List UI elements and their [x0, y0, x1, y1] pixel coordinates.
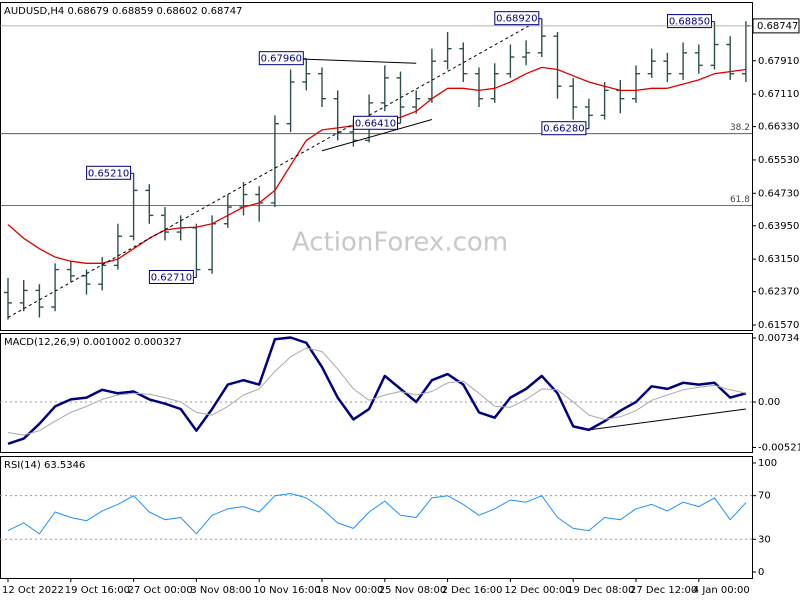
annotation-label: 0.66410: [355, 118, 396, 129]
level-label: 38.2: [730, 123, 750, 133]
annotation-label: 0.65210: [88, 168, 129, 179]
y-tick-label: 30: [758, 534, 771, 545]
annotation-label: 0.66280: [543, 124, 584, 135]
panel-title: RSI(14) 63.5346: [4, 460, 85, 471]
y-tick-label: 0.67910: [758, 56, 799, 67]
series-line: [7, 336, 747, 445]
x-tick-label: 12 Dec 00:00: [504, 585, 571, 596]
panel-frame: [0, 456, 753, 579]
y-tick-label: 0.00: [758, 397, 780, 408]
x-tick-label: 3 Nov 08:00: [190, 585, 251, 596]
annotation-label: 0.62710: [151, 272, 192, 283]
trendline: [321, 119, 433, 152]
annotation-box: [667, 14, 712, 29]
x-tick-label: 12 Oct 2022: [2, 585, 64, 596]
panel-frame: [0, 2, 753, 331]
annotation-label: 0.68850: [669, 17, 710, 28]
y-tick-label: -0.005219: [758, 442, 800, 453]
x-tick-label: 18 Nov 00:00: [316, 585, 383, 596]
x-tick-label: 19 Oct 16:00: [65, 585, 130, 596]
y-tick-label: 100: [758, 458, 777, 469]
last-price-box: [752, 18, 800, 34]
panel-title: AUDUSD,H4 0.68679 0.68859 0.68602 0.6874…: [4, 6, 242, 17]
x-tick-label: 19 Dec 08:00: [567, 585, 634, 596]
y-tick-label: 0.64730: [758, 188, 799, 199]
x-tick-label: 10 Nov 16:00: [253, 585, 320, 596]
last-price-label: 0.68747: [757, 21, 798, 32]
y-tick-label: 0.65530: [758, 155, 799, 166]
y-tick-label: 0.63150: [758, 254, 799, 265]
level-label: 61.8: [730, 195, 750, 205]
trendline: [290, 58, 417, 64]
trendline: [588, 408, 746, 431]
annotation-label: 0.67960: [261, 54, 302, 65]
x-tick-label: 2 Dec 16:00: [442, 585, 503, 596]
y-tick-label: 0.007349: [758, 333, 800, 344]
annotation-box: [494, 11, 540, 26]
annotation-box: [353, 115, 398, 130]
series-line: [7, 493, 747, 535]
y-tick-label: 0.62370: [758, 287, 799, 298]
annotation-box: [541, 121, 587, 136]
x-tick-label: 27 Dec 12:00: [630, 585, 697, 596]
annotation-label: 0.68920: [496, 14, 537, 25]
panel-frame: [0, 333, 753, 453]
series-line: [7, 347, 747, 436]
x-tick-label: 4 Jan 00:00: [693, 585, 750, 596]
annotation-box: [148, 269, 194, 284]
annotation-box: [86, 165, 132, 180]
y-tick-label: 0: [758, 567, 764, 578]
y-tick-label: 0.61570: [758, 320, 799, 331]
y-tick-label: 0.63950: [758, 221, 799, 232]
y-tick-label: 70: [758, 491, 771, 502]
y-tick-label: 0.67110: [758, 89, 799, 100]
watermark: ActionForex.com: [292, 228, 508, 258]
x-tick-label: 25 Nov 08:00: [379, 585, 446, 596]
y-tick-label: 0.66330: [758, 122, 799, 133]
x-tick-label: 27 Oct 00:00: [128, 585, 193, 596]
panel-title: MACD(12,26,9) 0.001002 0.000327: [4, 337, 182, 348]
annotation-box: [258, 51, 304, 66]
